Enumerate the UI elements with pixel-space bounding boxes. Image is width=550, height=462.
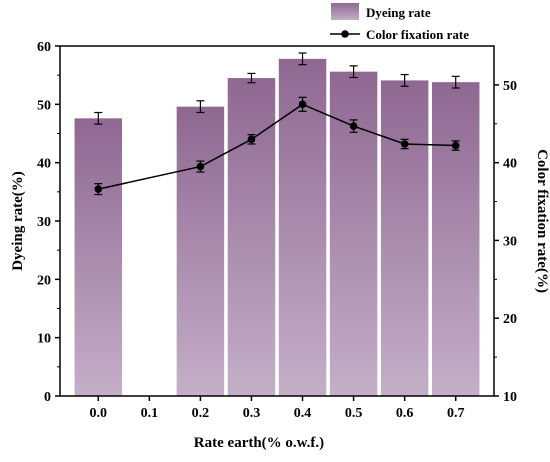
left-tick-label-40: 40 bbox=[37, 157, 51, 172]
right-y-axis-title: Color fixation rate(%) bbox=[534, 149, 550, 293]
right-tick-label-20: 20 bbox=[503, 312, 517, 327]
left-tick-label-50: 50 bbox=[37, 98, 51, 113]
legend-label-dyeing-rate: Dyeing rate bbox=[366, 5, 431, 20]
bar-0.2 bbox=[176, 106, 225, 397]
left-y-axis-title: Dyeing rate(%) bbox=[10, 171, 26, 271]
left-tick-label-0: 0 bbox=[44, 390, 51, 405]
x-tick-label-0.3: 0.3 bbox=[243, 406, 261, 421]
bar-0.3 bbox=[227, 78, 276, 396]
left-tick-label-60: 60 bbox=[37, 40, 51, 55]
color-fixation-point-0.2 bbox=[196, 162, 205, 171]
x-tick-label-0.6: 0.6 bbox=[396, 406, 414, 421]
x-tick-label-0.4: 0.4 bbox=[294, 406, 312, 421]
bar-0.6 bbox=[380, 80, 429, 397]
left-tick-label-20: 20 bbox=[37, 273, 51, 288]
bar-0.7 bbox=[431, 82, 480, 397]
left-tick-label-10: 10 bbox=[37, 332, 51, 347]
x-axis: 0.0 0.1 0.2 0.3 0.4 0.5 0.6 0.7 bbox=[90, 396, 465, 421]
right-tick-label-10: 10 bbox=[503, 390, 517, 405]
color-fixation-point-0.6 bbox=[400, 140, 409, 148]
legend-label-color-fixation: Color fixation rate bbox=[366, 27, 469, 42]
legend: Dyeing rate Color fixation rate bbox=[330, 3, 469, 42]
x-tick-label-0.2: 0.2 bbox=[192, 406, 210, 421]
color-fixation-point-0.3 bbox=[247, 135, 256, 144]
dyeing-rate-error-bars bbox=[94, 52, 460, 125]
color-fixation-point-0.7 bbox=[451, 141, 460, 150]
dyeing-rate-bars bbox=[74, 58, 480, 397]
x-tick-label-0.7: 0.7 bbox=[447, 406, 465, 421]
x-tick-label-0.1: 0.1 bbox=[141, 406, 159, 421]
right-tick-label-30: 30 bbox=[503, 234, 517, 249]
color-fixation-series bbox=[94, 96, 460, 196]
legend-swatch-dyeing-rate bbox=[331, 3, 359, 20]
x-tick-label-0.5: 0.5 bbox=[345, 406, 363, 421]
x-axis-title: Rate earth(% o.w.f.) bbox=[194, 435, 324, 451]
right-tick-label-50: 50 bbox=[503, 79, 517, 94]
bar-0.0 bbox=[74, 118, 123, 396]
x-tick-label-0.0: 0.0 bbox=[90, 406, 108, 421]
color-fixation-point-0.5 bbox=[349, 122, 358, 130]
color-fixation-point-0.4 bbox=[298, 100, 307, 109]
right-y-axis: 10 20 30 40 50 bbox=[494, 79, 517, 405]
left-y-axis: 0 10 20 30 40 50 60 bbox=[37, 40, 60, 405]
plot-frame bbox=[59, 45, 495, 397]
color-fixation-point-0.0 bbox=[94, 185, 103, 193]
right-tick-label-40: 40 bbox=[503, 157, 517, 172]
legend-marker-color-fixation bbox=[341, 30, 349, 38]
left-tick-label-30: 30 bbox=[37, 215, 51, 230]
